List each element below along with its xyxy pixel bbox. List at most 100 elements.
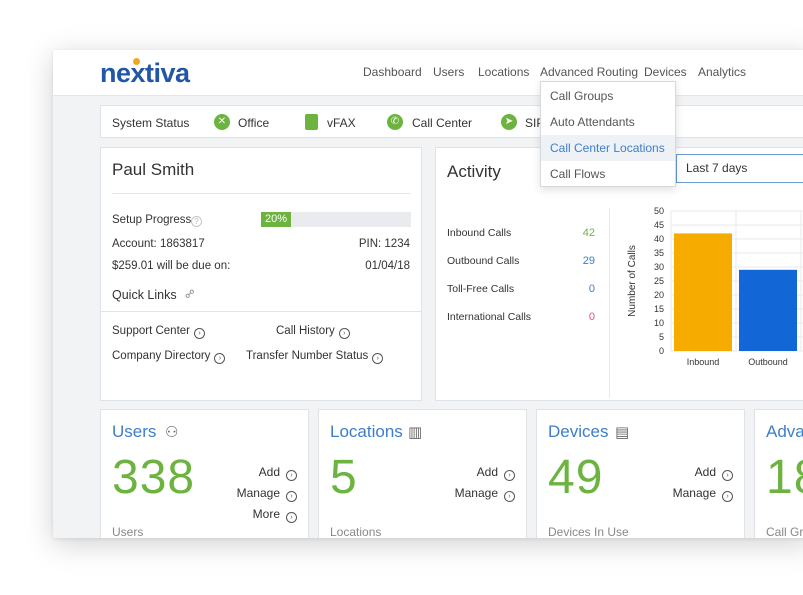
date-range-select[interactable]: Last 7 days: [676, 154, 803, 183]
devices-count: 49: [548, 451, 604, 504]
users-count: 338: [112, 451, 196, 504]
setup-progress-bar: 20%: [261, 212, 411, 227]
locations-add-link[interactable]: Add ›: [477, 465, 515, 481]
advanced-routing-menu: Call Groups Auto Attendants Call Center …: [540, 81, 676, 187]
link-call-history[interactable]: Call History ›: [276, 325, 350, 339]
activity-title: Activity: [447, 162, 501, 181]
y-tick-label: 0: [659, 346, 664, 356]
fax-document-icon: [305, 114, 318, 130]
nav-analytics[interactable]: Analytics: [698, 65, 747, 79]
nav-users[interactable]: Users: [433, 65, 465, 79]
nav-advanced-routing[interactable]: Advanced Routing: [540, 65, 639, 79]
stat-tollfree-value: 0: [588, 283, 595, 295]
users-more-link[interactable]: More ›: [253, 507, 297, 523]
status-call-center[interactable]: Call Center: [412, 116, 473, 130]
desk-phone-icon: ▤: [615, 424, 630, 441]
due-label: $259.01 will be due on:: [112, 260, 231, 272]
locations-title[interactable]: Locations: [330, 422, 403, 441]
menu-item-call-center-locations[interactable]: Call Center Locations: [541, 135, 675, 161]
action-label: Add: [694, 465, 716, 479]
advanced-sub: Call Gr: [766, 525, 803, 538]
stat-international-value: 0: [588, 311, 595, 323]
chevron-right-icon: ›: [722, 470, 733, 481]
divider: [112, 193, 410, 194]
divider: [101, 311, 421, 312]
help-icon[interactable]: ?: [191, 216, 202, 227]
action-label: Add: [258, 465, 280, 479]
link-label: Company Directory: [112, 350, 211, 362]
y-tick-label: 35: [654, 248, 664, 258]
y-tick-label: 45: [654, 220, 664, 230]
locations-count: 5: [330, 451, 358, 504]
account-card: Paul Smith Setup Progress ? 20% Account:…: [100, 147, 422, 401]
status-office[interactable]: Office: [238, 116, 270, 130]
x-tick-label: Inbound: [687, 357, 720, 367]
stat-tollfree-label: Toll-Free Calls: [447, 283, 515, 295]
menu-item-call-groups[interactable]: Call Groups: [550, 89, 614, 103]
bar-outbound: [739, 269, 797, 351]
chevron-right-icon: ›: [372, 353, 384, 364]
y-tick-label: 30: [654, 262, 664, 272]
devices-sub: Devices In Use: [548, 525, 629, 538]
link-label: Call History: [276, 325, 335, 337]
y-tick-label: 5: [659, 332, 664, 342]
link-icon: ⚯: [181, 285, 199, 303]
pin-number: PIN: 1234: [358, 238, 410, 250]
devices-title[interactable]: Devices: [548, 422, 609, 441]
link-company-directory[interactable]: Company Directory ›: [112, 350, 226, 364]
link-transfer-number-status[interactable]: Transfer Number Status ›: [246, 350, 384, 364]
status-vfax[interactable]: vFAX: [327, 116, 356, 130]
y-tick-label: 15: [654, 304, 664, 314]
chevron-right-icon: ›: [504, 470, 515, 481]
link-label: Transfer Number Status: [246, 350, 369, 362]
chevron-right-icon: ›: [504, 491, 515, 502]
users-tile: Users ⚇ 338 Users Add › Manage › More ›: [100, 409, 309, 538]
users-manage-link[interactable]: Manage ›: [237, 486, 297, 502]
system-status-bar: System Status ✕ Office vFAX ✆ Call Cente…: [100, 105, 803, 138]
chevron-right-icon: ›: [286, 470, 297, 481]
stat-outbound-label: Outbound Calls: [447, 255, 520, 267]
logo-text: nextiva: [100, 58, 190, 88]
nextiva-logo[interactable]: nextiva: [100, 58, 190, 89]
chevron-right-icon: ›: [214, 353, 226, 364]
nav-dashboard[interactable]: Dashboard: [363, 65, 422, 79]
divider: [609, 208, 610, 398]
advanced-count: 18: [766, 451, 803, 504]
setup-progress-label: Setup Progress: [112, 214, 192, 226]
devices-tile: Devices ▤ 49 Devices In Use Add › Manage ›: [536, 409, 745, 538]
menu-item-call-flows[interactable]: Call Flows: [550, 167, 606, 181]
nav-devices[interactable]: Devices: [644, 65, 687, 79]
action-label: Manage: [672, 486, 716, 500]
devices-manage-link[interactable]: Manage ›: [673, 486, 733, 502]
chevron-right-icon: ›: [722, 491, 733, 502]
advanced-routing-tile: Adva 18 Call Gr: [754, 409, 803, 538]
stat-outbound-value: 29: [582, 255, 595, 267]
advanced-title[interactable]: Adva: [766, 422, 803, 441]
nav-locations[interactable]: Locations: [478, 65, 530, 79]
y-tick-label: 10: [654, 318, 664, 328]
y-tick-label: 40: [654, 234, 664, 244]
users-add-link[interactable]: Add ›: [259, 465, 297, 481]
locations-tile: Locations ▥ 5 Locations Add › Manage ›: [318, 409, 527, 538]
locations-sub: Locations: [330, 525, 382, 538]
phone-icon: ✆: [387, 114, 403, 130]
status-sip[interactable]: SIP: [525, 116, 545, 130]
logo-dot: [133, 58, 140, 65]
chevron-right-icon: ›: [286, 491, 297, 502]
devices-add-link[interactable]: Add ›: [695, 465, 733, 481]
top-header: nextiva Dashboard Users Locations Advanc…: [53, 50, 803, 96]
stat-international-label: International Calls: [447, 311, 532, 323]
progress-fill: 20%: [261, 212, 291, 227]
users-title[interactable]: Users: [112, 422, 157, 441]
sip-icon: ➤: [501, 114, 517, 130]
activity-card: Activity Last 7 days Inbound Calls 42 Ou…: [435, 147, 803, 401]
office-icon: ✕: [214, 114, 230, 130]
menu-item-auto-attendants[interactable]: Auto Attendants: [550, 115, 635, 129]
action-label: More: [252, 507, 280, 521]
link-support-center[interactable]: Support Center ›: [112, 325, 205, 339]
bar-inbound: [674, 233, 732, 351]
y-tick-label: 20: [654, 290, 664, 300]
users-sub: Users: [112, 525, 144, 538]
locations-manage-link[interactable]: Manage ›: [455, 486, 515, 502]
action-label: Manage: [236, 486, 280, 500]
